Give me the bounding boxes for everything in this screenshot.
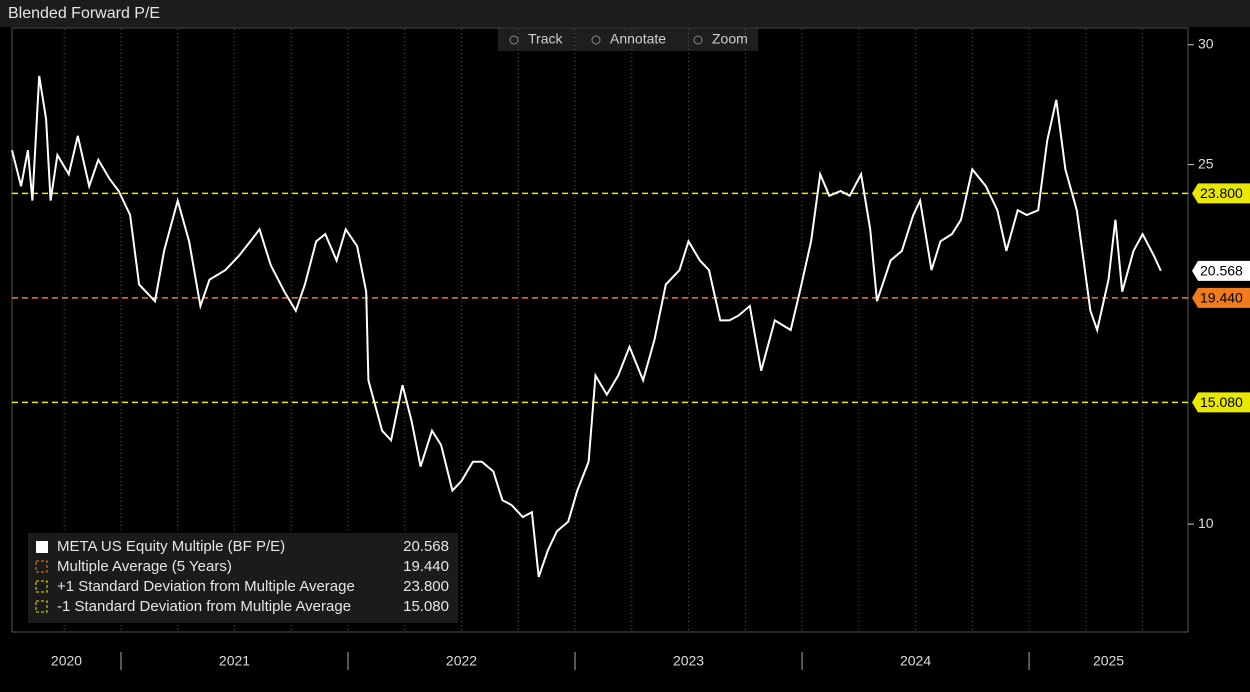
value-tag-label: 15.080	[1200, 394, 1243, 410]
value-tag-label: 23.800	[1200, 185, 1243, 201]
x-tick-label: 2022	[446, 653, 477, 669]
value-tag-label: 19.440	[1200, 290, 1243, 306]
value-tag	[1192, 260, 1250, 281]
legend-label: +1 Standard Deviation from Multiple Aver…	[57, 578, 355, 595]
legend-swatch	[35, 600, 48, 613]
x-tick-label: 2023	[673, 653, 704, 669]
x-tick-label: 2025	[1093, 653, 1124, 669]
legend-value: 23.800	[403, 578, 449, 595]
series-line	[11, 75, 1162, 578]
legend-swatch	[35, 580, 48, 593]
legend-value: 20.568	[403, 538, 449, 555]
toolbar-icon	[591, 35, 601, 45]
value-tag	[1192, 392, 1250, 413]
legend-label: -1 Standard Deviation from Multiple Aver…	[57, 598, 351, 615]
legend-label: Multiple Average (5 Years)	[57, 558, 232, 575]
legend-value: 19.440	[403, 558, 449, 575]
y-tick-label: 25	[1198, 155, 1214, 171]
x-tick-label: 2021	[219, 653, 250, 669]
plot-frame	[11, 27, 1189, 633]
x-tick-label: 2020	[51, 653, 82, 669]
toolbar-button[interactable]: Zoom	[712, 31, 748, 47]
value-tag-label: 20.568	[1200, 263, 1243, 279]
chart-title: Blended Forward P/E	[8, 5, 160, 22]
legend-label: META US Equity Multiple (BF P/E)	[57, 538, 285, 555]
legend-value: 15.080	[403, 598, 449, 615]
legend-box	[28, 533, 458, 623]
toolbar-button[interactable]: Annotate	[610, 31, 666, 47]
value-tag	[1192, 287, 1250, 308]
x-tick-label: 2024	[900, 653, 931, 669]
header-bar	[0, 0, 1250, 27]
value-tag	[1192, 183, 1250, 204]
toolbar-icon	[509, 35, 519, 45]
toolbar-button[interactable]: Track	[528, 31, 563, 47]
y-tick-label: 30	[1198, 35, 1214, 51]
toolbar	[498, 29, 758, 51]
legend-swatch	[35, 560, 48, 573]
legend-swatch	[36, 541, 48, 553]
y-tick-label: 10	[1198, 515, 1214, 531]
toolbar-icon	[693, 35, 703, 45]
